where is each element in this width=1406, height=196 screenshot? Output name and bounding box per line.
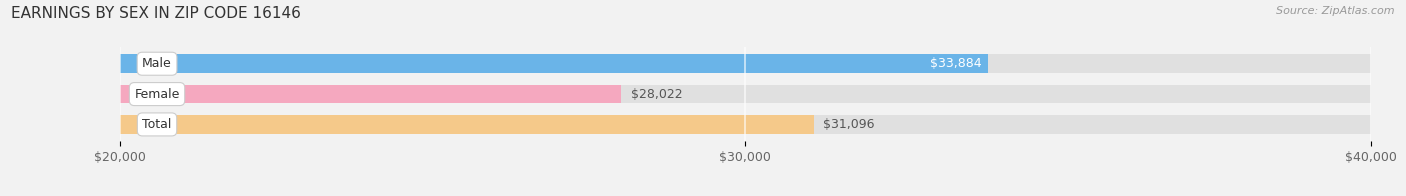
Text: Female: Female — [135, 88, 180, 101]
Bar — [120, 85, 1371, 103]
Bar — [120, 54, 1371, 73]
Text: $31,096: $31,096 — [823, 118, 875, 131]
Text: $33,884: $33,884 — [931, 57, 981, 70]
Text: Male: Male — [142, 57, 172, 70]
Bar — [120, 54, 988, 73]
Text: Source: ZipAtlas.com: Source: ZipAtlas.com — [1277, 6, 1395, 16]
Bar — [120, 115, 814, 134]
Bar — [120, 115, 1371, 134]
Text: Total: Total — [142, 118, 172, 131]
Text: $28,022: $28,022 — [631, 88, 682, 101]
Bar — [120, 85, 621, 103]
Text: EARNINGS BY SEX IN ZIP CODE 16146: EARNINGS BY SEX IN ZIP CODE 16146 — [11, 6, 301, 21]
